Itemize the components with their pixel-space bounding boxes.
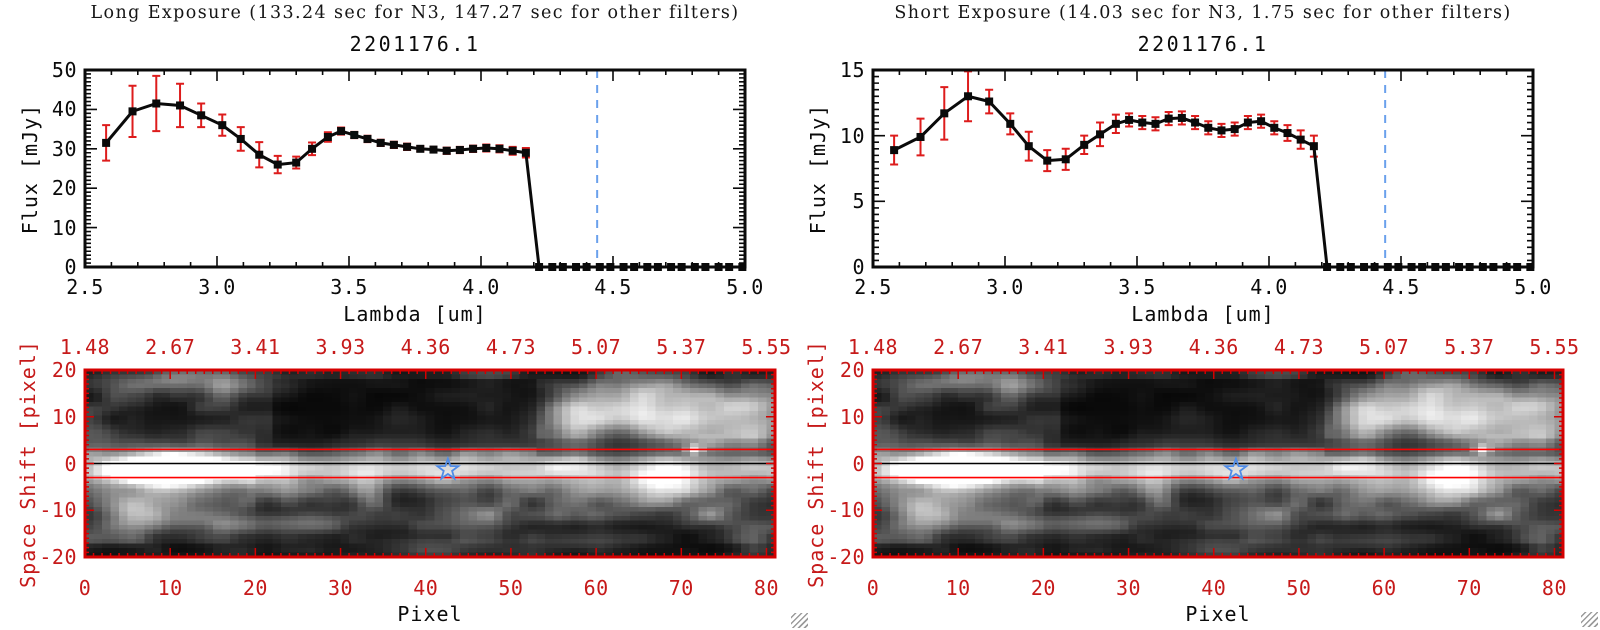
spec-y-tick-label: 15 <box>839 58 865 82</box>
exposure-title-short: Short Exposure (14.03 sec for N3, 1.75 s… <box>894 3 1512 23</box>
flux-axis-label-short: Flux [mJy] <box>806 103 830 234</box>
space-shift-tick-label: -20 <box>39 545 77 569</box>
pixel-tick-label: 10 <box>945 576 971 600</box>
star-marker-icon <box>434 455 462 481</box>
space-shift-tick-label: 10 <box>51 404 77 429</box>
wavelength-tick-label: 5.07 <box>1359 335 1410 359</box>
space-shift-tick-label: -10 <box>39 498 77 523</box>
pixel-tick-label: 80 <box>753 576 780 600</box>
spectral-image-overlay-left <box>83 368 777 559</box>
wavelength-tick-label: 1.48 <box>59 335 111 359</box>
spec-x-tick-label: 3.0 <box>198 275 236 299</box>
pixel-axis-label-left: Pixel <box>397 602 463 626</box>
pixel-tick-label: 0 <box>866 576 880 600</box>
spec-x-tick-label: 4.5 <box>1382 275 1420 299</box>
pixel-tick-label: 10 <box>157 576 183 600</box>
wavelength-tick-label: 1.48 <box>847 335 899 359</box>
pixel-tick-label: 20 <box>242 576 268 600</box>
spec-y-tick-label: 5 <box>852 189 865 214</box>
long-exposure-panel: Long Exposure (133.24 sec for N3, 147.27… <box>16 3 792 626</box>
space-shift-tick-label: 0 <box>852 451 865 476</box>
spectrum-plot-short <box>871 68 1535 271</box>
wavelength-tick-label: 5.07 <box>571 335 622 359</box>
wavelength-tick-label: 5.37 <box>656 335 707 359</box>
pixel-tick-label: 50 <box>498 576 524 600</box>
spec-y-tick-label: 10 <box>51 215 77 240</box>
spec-y-tick-label: 0 <box>64 255 77 279</box>
spec-x-tick-label: 4.0 <box>462 275 500 299</box>
pixel-tick-label: 80 <box>1541 576 1568 600</box>
flux-axis-label-long: Flux [mJy] <box>18 103 42 234</box>
object-title-long: 2201176.1 <box>349 32 481 56</box>
wavelength-tick-label: 5.55 <box>741 335 792 359</box>
spec-x-tick-label: 2.5 <box>854 275 892 299</box>
exposure-title-long: Long Exposure (133.24 sec for N3, 147.27… <box>90 3 740 23</box>
resize-grip-icon[interactable] <box>791 613 808 628</box>
spec-x-tick-label: 5.0 <box>726 275 764 299</box>
lambda-axis-label-long: Lambda [um] <box>343 302 487 326</box>
pixel-tick-label: 50 <box>1286 576 1312 600</box>
wavelength-tick-label: 2.67 <box>145 335 196 359</box>
lambda-axis-label-short: Lambda [um] <box>1131 302 1275 326</box>
wavelength-tick-label: 4.36 <box>400 335 451 359</box>
pixel-tick-label: 30 <box>328 576 354 600</box>
pixel-tick-label: 0 <box>78 576 92 600</box>
star-marker-icon <box>1222 455 1250 481</box>
space-shift-tick-label: 20 <box>51 358 77 382</box>
pixel-tick-label: 60 <box>583 576 609 600</box>
spec-x-tick-label: 3.0 <box>986 275 1024 299</box>
spec-x-tick-label: 4.0 <box>1250 275 1288 299</box>
spec-x-tick-label: 4.5 <box>594 275 632 299</box>
spectrum-plot-long <box>83 68 747 271</box>
wavelength-tick-label: 3.93 <box>1103 335 1154 359</box>
spec-y-tick-label: 50 <box>51 58 77 82</box>
pixel-tick-label: 30 <box>1116 576 1142 600</box>
wavelength-tick-label: 5.37 <box>1444 335 1495 359</box>
pixel-tick-label: 70 <box>1456 576 1482 600</box>
pixel-tick-label: 40 <box>413 576 439 600</box>
space-shift-tick-label: -20 <box>827 545 865 569</box>
spec-y-tick-label: 40 <box>51 97 77 122</box>
pixel-tick-label: 60 <box>1371 576 1397 600</box>
spec-x-tick-label: 3.5 <box>1118 275 1156 299</box>
wavelength-tick-label: 4.73 <box>1273 335 1325 359</box>
spec-x-tick-label: 3.5 <box>330 275 368 299</box>
pixel-axis-label-right: Pixel <box>1185 602 1251 626</box>
space-shift-tick-label: -10 <box>827 498 865 523</box>
resize-grip-icon[interactable] <box>1581 612 1598 627</box>
spec-x-tick-label: 5.0 <box>1514 275 1552 299</box>
pixel-tick-label: 70 <box>668 576 694 600</box>
wavelength-tick-label: 4.73 <box>485 335 537 359</box>
wavelength-tick-label: 3.41 <box>1018 335 1069 359</box>
spec-y-tick-label: 0 <box>852 255 865 279</box>
spectral-image-overlay-right <box>871 368 1565 559</box>
space-shift-tick-label: 0 <box>64 451 77 476</box>
pixel-tick-label: 40 <box>1201 576 1227 600</box>
wavelength-tick-label: 4.36 <box>1188 335 1239 359</box>
short-exposure-panel: Short Exposure (14.03 sec for N3, 1.75 s… <box>788 0 1600 630</box>
space-shift-tick-label: 10 <box>839 404 865 429</box>
pixel-tick-label: 20 <box>1030 576 1056 600</box>
wavelength-tick-label: 5.55 <box>1529 335 1580 359</box>
wavelength-tick-label: 3.93 <box>315 335 366 359</box>
spec-y-tick-label: 10 <box>839 123 865 148</box>
spec-x-tick-label: 2.5 <box>66 275 104 299</box>
spec-y-tick-label: 30 <box>51 136 77 161</box>
space-shift-tick-label: 20 <box>839 358 865 382</box>
wavelength-tick-label: 3.41 <box>230 335 281 359</box>
object-title-short: 2201176.1 <box>1137 32 1269 56</box>
wavelength-tick-label: 2.67 <box>933 335 984 359</box>
spec-y-tick-label: 20 <box>51 176 77 201</box>
